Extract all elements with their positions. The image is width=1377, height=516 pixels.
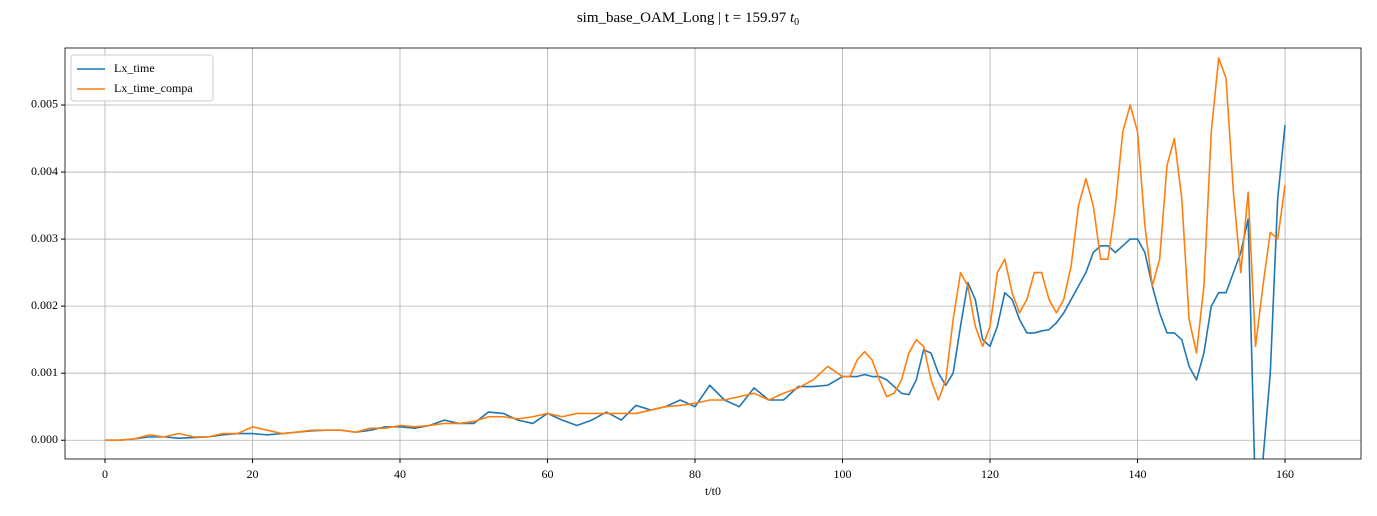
title-subscript: 0 [794,17,799,28]
x-tick-label: 80 [689,467,701,481]
x-tick-label: 100 [834,467,852,481]
x-tick-label: 40 [394,467,406,481]
y-tick-label: 0.002 [31,298,58,312]
x-tick-label: 20 [246,467,258,481]
y-tick-label: 0.004 [31,164,58,178]
plot-frame [64,47,1362,460]
x-tick-label: 60 [541,467,553,481]
x-tick-label: 120 [981,467,999,481]
title-text: sim_base_OAM_Long | t = 159.97 [577,10,787,26]
legend-box [70,54,214,102]
y-tick-label: 0.001 [31,365,58,379]
title-symbol: t [790,10,795,26]
legend-label: Lx_time [114,61,155,75]
y-tick-label: 0.005 [31,97,58,111]
data-line [104,57,1286,442]
data-line [104,125,1286,459]
x-axis-label: t/t0 [705,484,721,498]
legend-label: Lx_time_compa [114,81,193,95]
y-tick-label: 0.003 [31,231,58,245]
x-tick-label: 0 [102,467,108,481]
y-tick-label: 0.000 [31,432,58,446]
x-tick-label: 140 [1129,467,1147,481]
chart-title: sim_base_OAM_Long | t = 159.97 t0 [577,10,799,28]
x-tick-label: 160 [1276,467,1294,481]
